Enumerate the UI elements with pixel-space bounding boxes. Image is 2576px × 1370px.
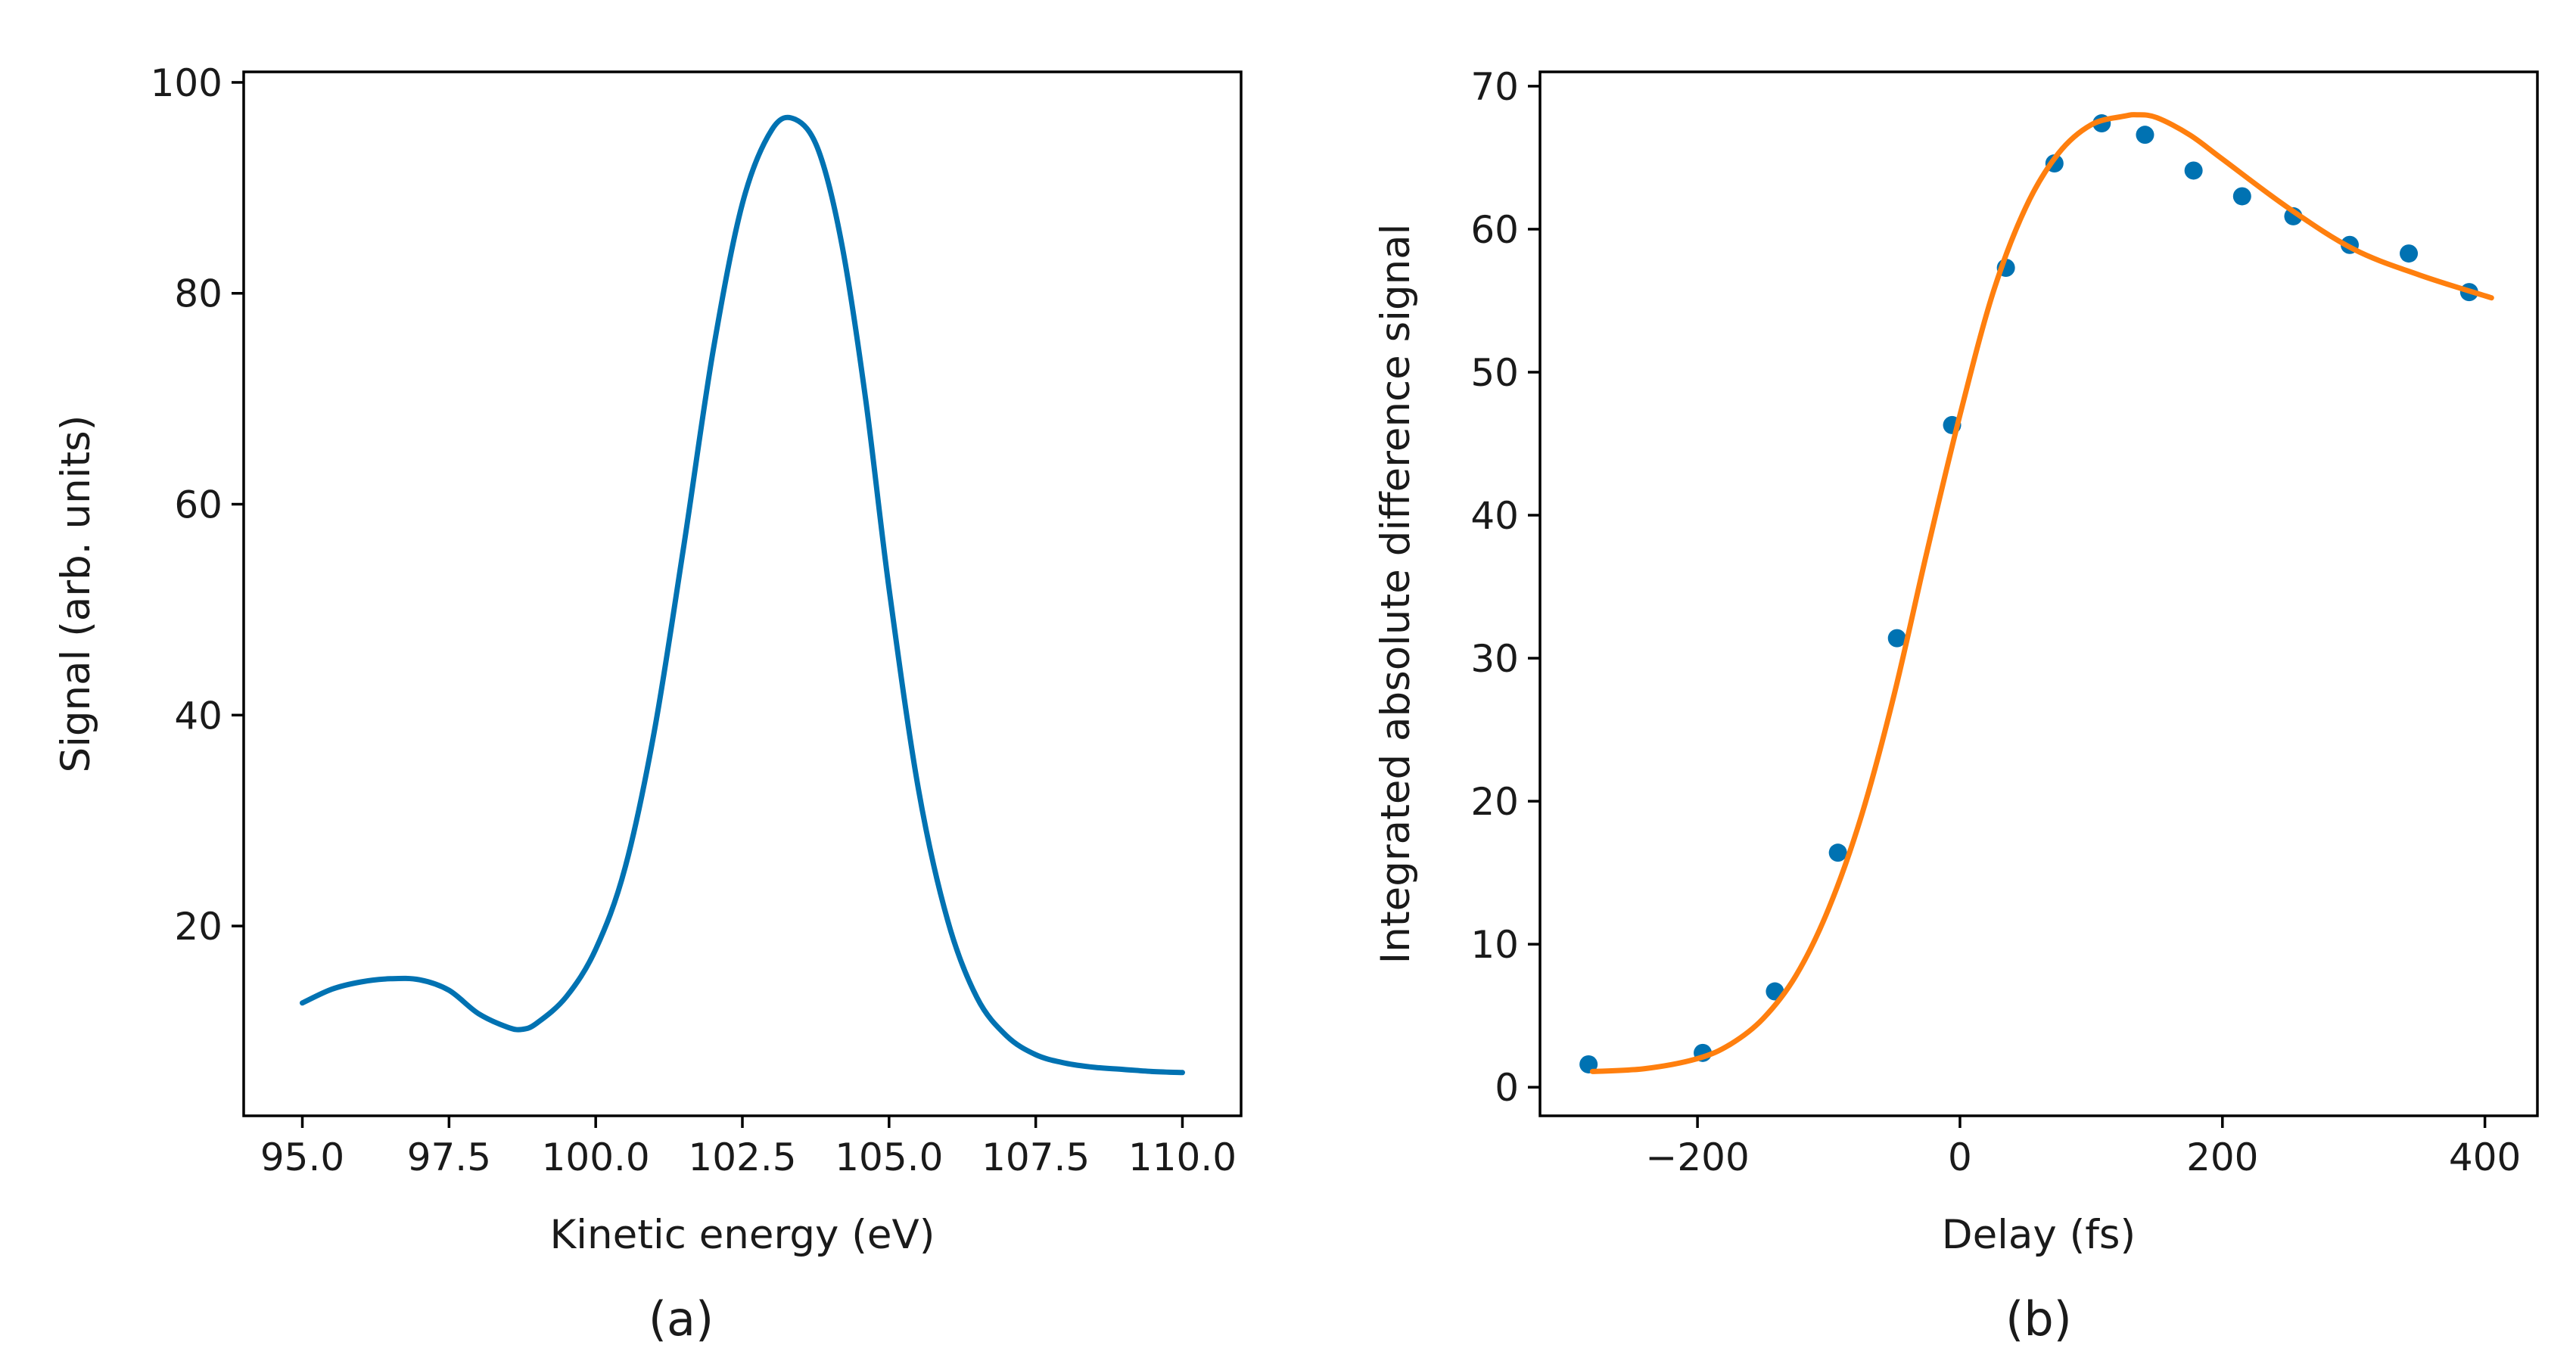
chart-b-data-point xyxy=(2400,244,2419,263)
chart-b-y-tick-label: 30 xyxy=(1470,637,1519,681)
chart-b-y-tick-label: 20 xyxy=(1470,780,1519,824)
chart-a-x-tick-label: 105.0 xyxy=(835,1135,943,1179)
chart-a-plot-area xyxy=(300,114,1185,1076)
chart-b-x-tick-label: 0 xyxy=(1948,1135,1972,1179)
chart-b-y-tick-label: 10 xyxy=(1470,923,1519,967)
chart-a-y-tick-label: 60 xyxy=(174,483,222,527)
chart-b-data-point xyxy=(1828,843,1847,862)
chart-b-x-tick-label: 400 xyxy=(2449,1135,2521,1179)
chart-a-panel-label: (a) xyxy=(649,1291,714,1347)
chart-b-data-point xyxy=(1887,629,1906,648)
chart-a-x-tick-label: 107.5 xyxy=(982,1135,1090,1179)
chart-b-data-point xyxy=(2136,126,2154,144)
chart-a-x-axis-label: Kinetic energy (eV) xyxy=(550,1212,935,1258)
chart-b-panel-label: (b) xyxy=(2005,1291,2072,1347)
chart-b-x-axis: −200 0 200 400 xyxy=(1645,1116,2521,1179)
chart-b-series-fit xyxy=(1589,112,2494,1074)
chart-b-y-axis-label: Integrated absolute difference signal xyxy=(1373,224,1419,965)
chart-a-x-tick-label: 100.0 xyxy=(542,1135,650,1179)
chart-b-data-point xyxy=(2184,161,2203,180)
chart-a-y-tick-label: 40 xyxy=(174,694,222,738)
chart-a-x-tick-label: 110.0 xyxy=(1128,1135,1237,1179)
chart-panel-b: −200 0 200 400 0 10 20 30 40 50 60 70 Delay (fs) I… xyxy=(1373,65,2539,1347)
chart-b-y-axis: 0 10 20 30 40 50 60 70 xyxy=(1470,65,1540,1110)
chart-a-y-axis: 20 40 60 80 100 xyxy=(151,61,244,949)
chart-b-y-tick-label: 40 xyxy=(1470,494,1519,538)
chart-a-x-tick-label: 97.5 xyxy=(407,1135,491,1179)
chart-a-x-tick-label: 95.0 xyxy=(260,1135,344,1179)
chart-b-x-axis-label: Delay (fs) xyxy=(1942,1212,2136,1258)
chart-b-data-point xyxy=(2232,187,2251,206)
chart-b-frame xyxy=(1538,70,2539,1117)
chart-a-series-spectrum xyxy=(300,114,1185,1076)
chart-a-x-tick-label: 102.5 xyxy=(688,1135,796,1179)
chart-b-plot-area xyxy=(1579,112,2494,1074)
chart-b-y-tick-label: 0 xyxy=(1495,1066,1519,1110)
chart-b-x-tick-label: 200 xyxy=(2186,1135,2258,1179)
chart-a-x-axis: 95.0 97.5 100.0 102.5 105.0 107.5 110.0 xyxy=(260,1116,1237,1179)
chart-a-y-tick-label: 100 xyxy=(151,61,222,105)
chart-b-y-tick-label: 60 xyxy=(1470,208,1519,252)
chart-b-y-tick-label: 70 xyxy=(1470,65,1519,109)
chart-a-y-tick-label: 80 xyxy=(174,272,222,316)
chart-panel-a: 95.0 97.5 100.0 102.5 105.0 107.5 110.0 20 40 60… xyxy=(53,61,1243,1347)
chart-b-x-tick-label: −200 xyxy=(1645,1135,1749,1179)
chart-a-y-axis-label: Signal (arb. units) xyxy=(53,415,99,773)
chart-b-y-tick-label: 50 xyxy=(1470,351,1519,395)
chart-a-y-tick-label: 20 xyxy=(174,905,222,949)
